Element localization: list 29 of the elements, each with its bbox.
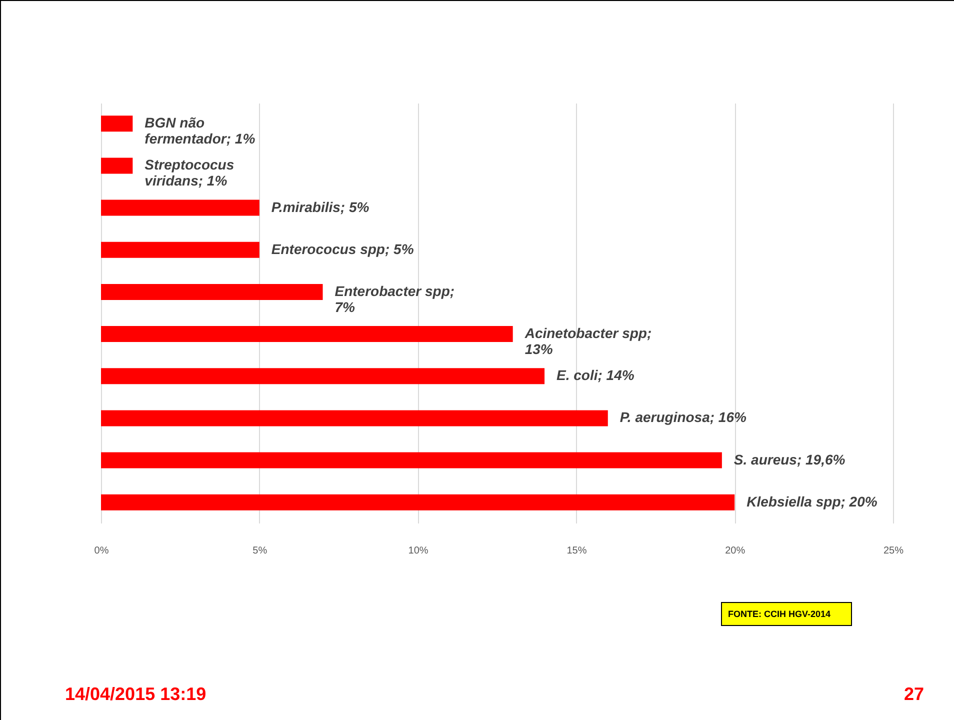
- x-tick-label: 25%: [883, 546, 904, 556]
- data-label: P.mirabilis; 5%: [271, 198, 370, 215]
- bar: [101, 494, 735, 510]
- bar: [101, 200, 260, 216]
- bar: [101, 452, 722, 468]
- bar: [101, 116, 133, 132]
- data-label: Enterobacter spp; 7%: [334, 282, 455, 315]
- x-tick-label: 15%: [566, 546, 587, 556]
- data-label: BGN não fermentador; 1%: [144, 114, 256, 147]
- text: 14/04/2015 13:19: [65, 684, 206, 705]
- data-label: S. aureus; 19,6%: [734, 451, 846, 468]
- bar: [101, 158, 133, 174]
- x-tick-label: 5%: [252, 546, 268, 556]
- bar: [101, 326, 513, 342]
- x-tick-label: 0%: [94, 546, 109, 556]
- bar: [101, 368, 545, 384]
- data-label: Acinetobacter spp; 13%: [524, 325, 652, 358]
- bar: [101, 410, 608, 426]
- x-tick-label: 10%: [408, 546, 428, 556]
- data-label: Streptococus viridans; 1%: [144, 156, 234, 189]
- data-label: E. coli; 14%: [556, 367, 635, 384]
- data-label: Klebsiella spp; 20%: [746, 493, 878, 510]
- x-tick-label: 20%: [725, 546, 746, 556]
- data-label: P. aeruginosa; 16%: [620, 409, 748, 426]
- data-label: Enterococus spp; 5%: [271, 240, 414, 257]
- source-note: FONTE: CCIH HGV-2014: [721, 602, 852, 626]
- text: 27: [904, 684, 924, 705]
- bar: [101, 242, 260, 258]
- bar: [101, 284, 323, 300]
